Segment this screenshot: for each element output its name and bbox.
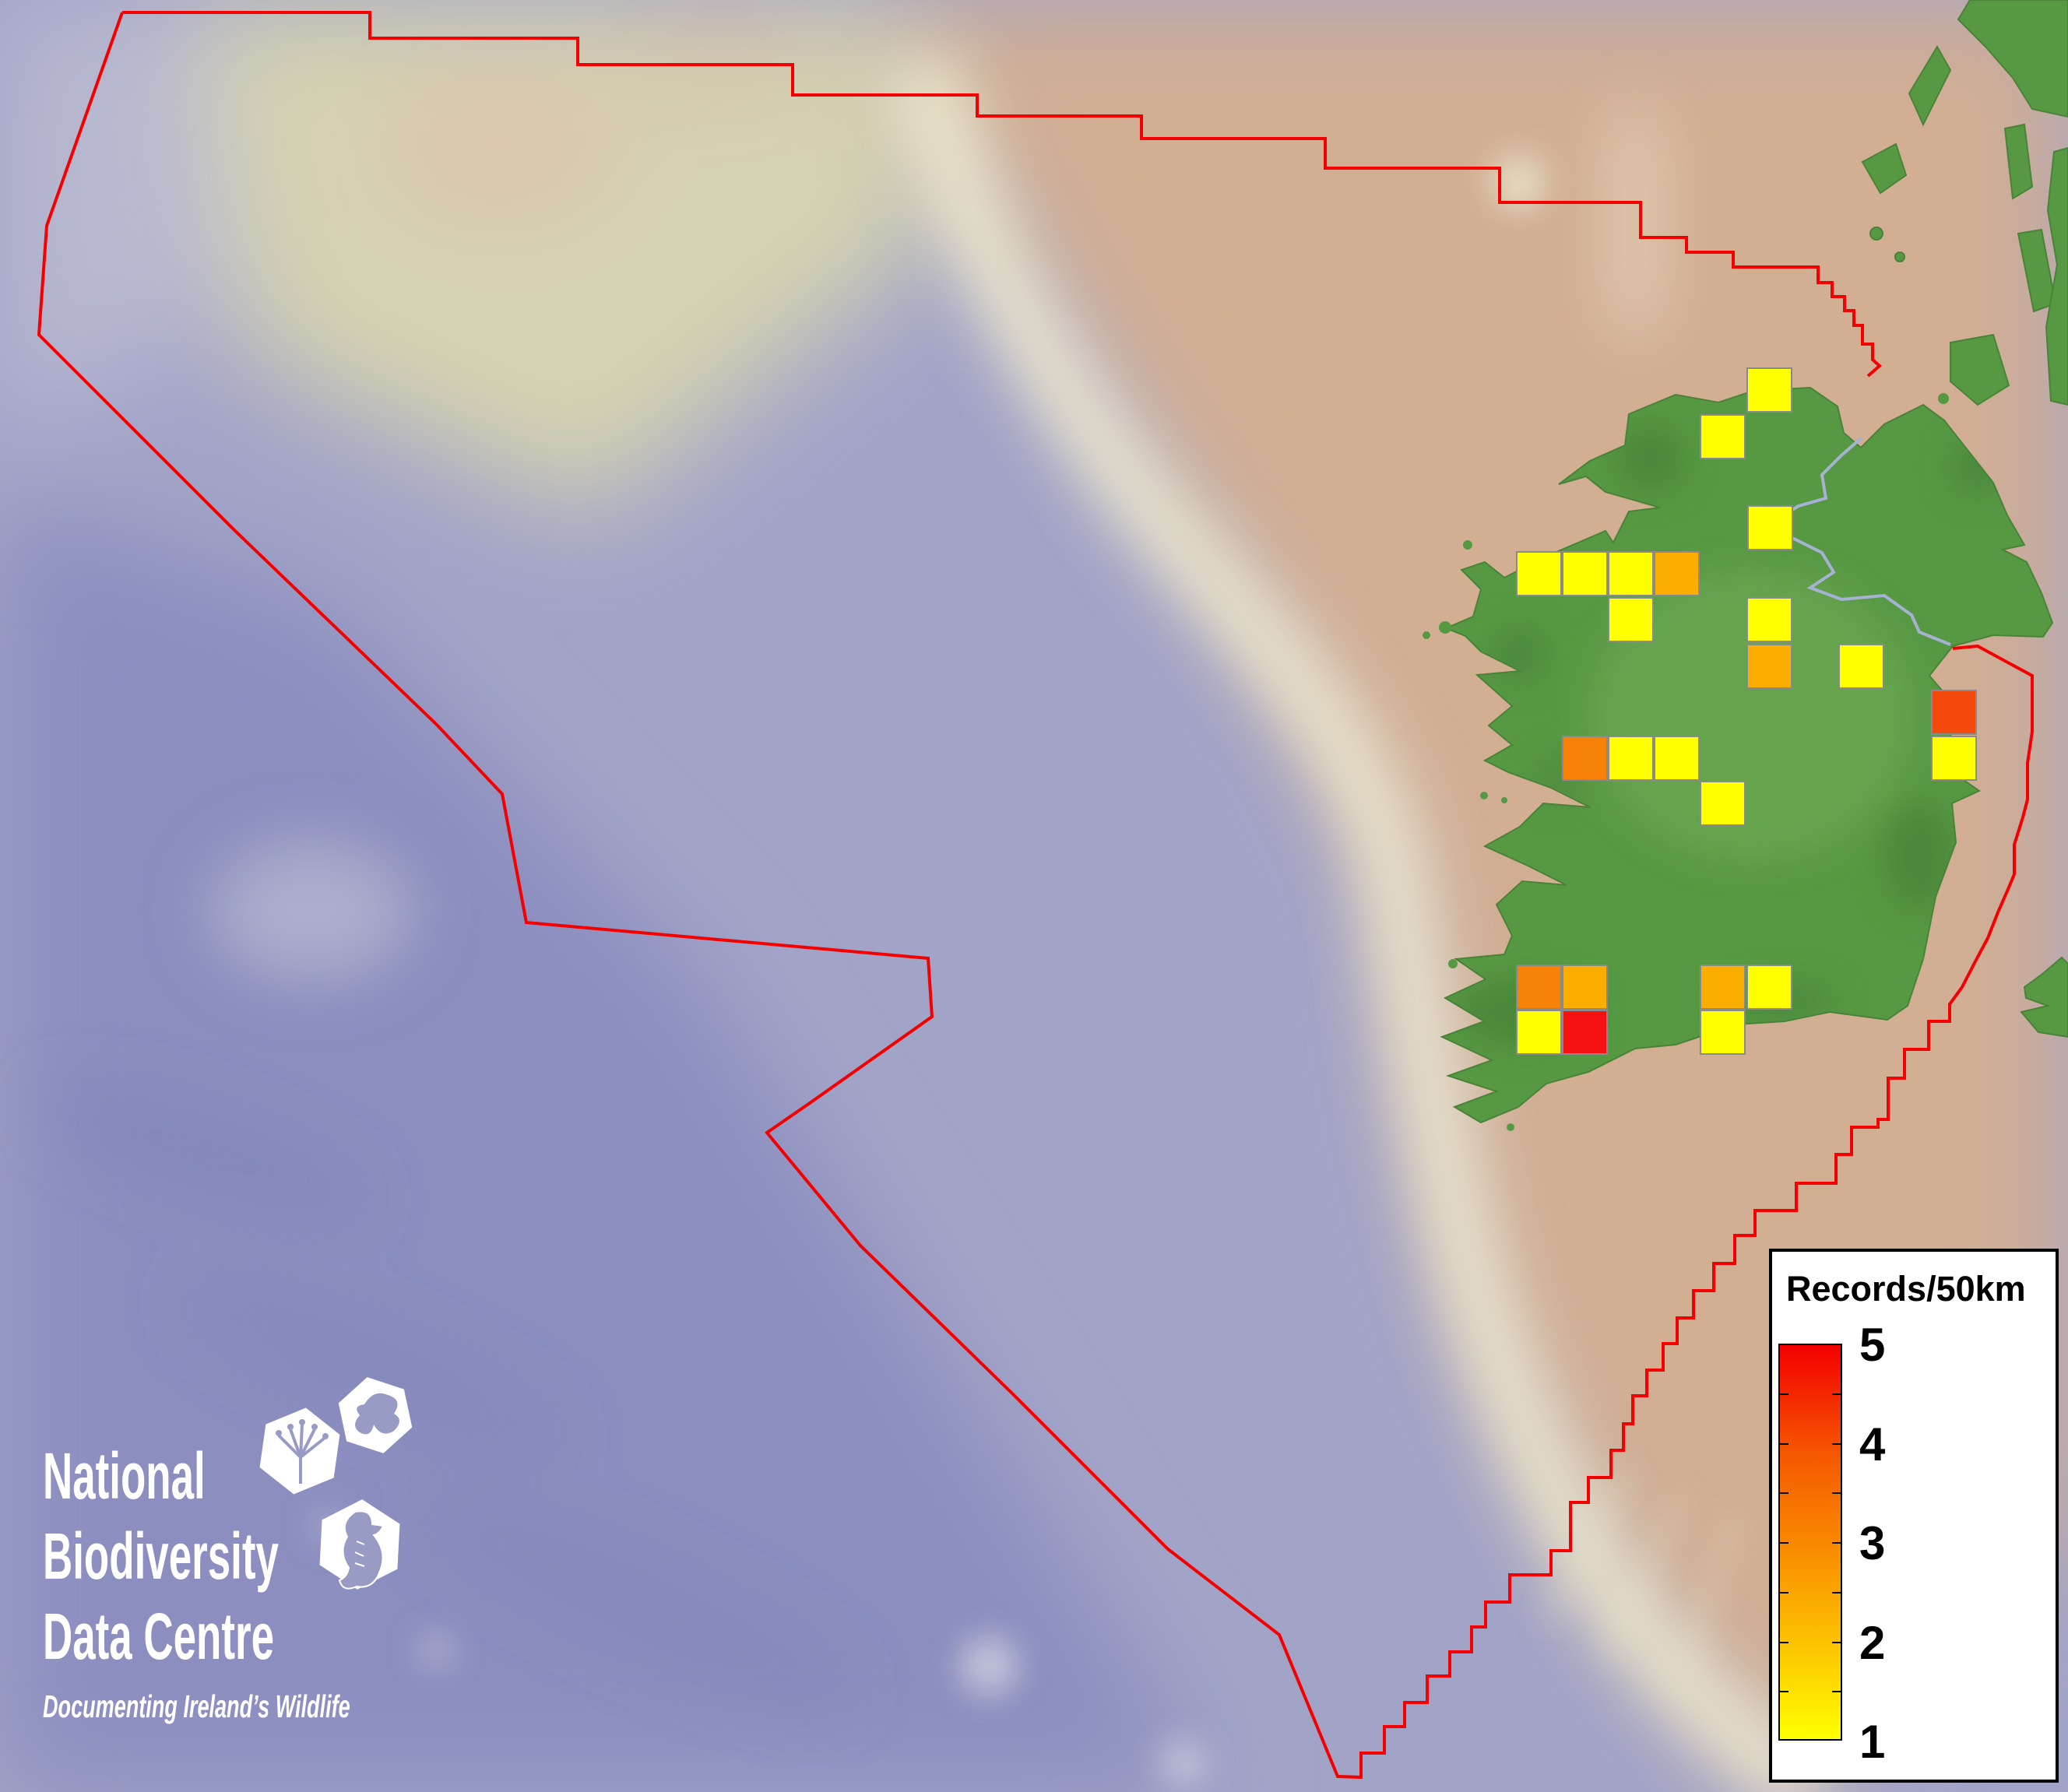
logo-line-2: Biodiversity — [43, 1520, 279, 1593]
legend-tick — [1832, 1492, 1841, 1494]
grid-cell-1-records — [1746, 597, 1792, 642]
grid-cell-4-records — [1931, 690, 1977, 735]
legend-tick — [1780, 1592, 1788, 1593]
legend-tick — [1780, 1492, 1788, 1494]
legend-label-2: 2 — [1859, 1617, 1886, 1669]
grid-cell-1-records — [1700, 781, 1746, 826]
legend-tick — [1832, 1393, 1841, 1395]
grid-cell-2-records — [1562, 965, 1608, 1010]
legend-tick — [1780, 1691, 1788, 1692]
legend-colorbar — [1778, 1344, 1842, 1741]
grid-cell-1-records — [1746, 965, 1792, 1010]
legend-tick — [1832, 1642, 1841, 1643]
grid-cell-1-records — [1838, 644, 1884, 689]
grid-cell-1-records — [1608, 597, 1654, 642]
grid-cell-1-records — [1608, 736, 1654, 781]
legend-title: Records/50km — [1786, 1269, 2026, 1309]
logo-tagline: Documenting Ireland’s Wildlife — [43, 1688, 350, 1724]
legend-tick — [1780, 1542, 1788, 1544]
nbdc-logo-hexagons — [259, 1377, 413, 1590]
grid-cell-1-records — [1516, 551, 1562, 596]
legend-tick — [1780, 1393, 1788, 1395]
legend-tick — [1780, 1642, 1788, 1643]
legend-tick — [1780, 1443, 1788, 1445]
grid-cell-1-records — [1608, 551, 1654, 596]
grid-cell-2-records — [1654, 551, 1700, 596]
grid-cell-2-records — [1700, 965, 1746, 1010]
legend-tick — [1832, 1592, 1841, 1593]
wales-coast — [2020, 956, 2068, 1038]
plant-umbel-glyph — [277, 1424, 325, 1484]
designated-area-boundary — [37, 11, 2034, 1780]
legend-tick — [1832, 1542, 1841, 1544]
grid-cell-3-records — [1516, 965, 1562, 1010]
seahorse-glyph — [338, 1510, 385, 1590]
grid-cell-1-records — [1746, 367, 1792, 413]
legend-tick — [1832, 1691, 1841, 1692]
legend-label-5: 5 — [1859, 1319, 1886, 1371]
grid-cell-5-records — [1562, 1010, 1608, 1055]
logo-line-1: National — [43, 1439, 206, 1513]
ni-border-line — [1777, 437, 1951, 646]
grid-cell-1-records — [1747, 505, 1793, 550]
britain-coast — [1861, 0, 2068, 1038]
grid-cell-1-records — [1700, 414, 1746, 459]
legend-panel: Records/50km 5 4 3 2 1 — [1769, 1249, 2059, 1783]
logo-line-3: Data Centre — [43, 1600, 275, 1673]
legend-tick — [1832, 1443, 1841, 1445]
grid-cell-1-records — [1562, 551, 1608, 596]
grid-cell-1-records — [1931, 736, 1977, 781]
legend-label-3: 3 — [1859, 1517, 1886, 1569]
nbdc-logo: National Biodiversity Data Centre Docume… — [43, 1436, 508, 1730]
grid-cell-1-records — [1700, 1010, 1746, 1055]
grid-cell-2-records — [1746, 644, 1792, 689]
legend-label-1: 1 — [1859, 1716, 1886, 1768]
islands — [1423, 393, 1949, 1131]
grid-cell-3-records — [1562, 736, 1608, 781]
legend-label-4: 4 — [1859, 1418, 1886, 1470]
grid-cell-1-records — [1654, 736, 1700, 781]
grid-cell-1-records — [1516, 1010, 1562, 1055]
butterfly-glyph — [355, 1393, 399, 1435]
